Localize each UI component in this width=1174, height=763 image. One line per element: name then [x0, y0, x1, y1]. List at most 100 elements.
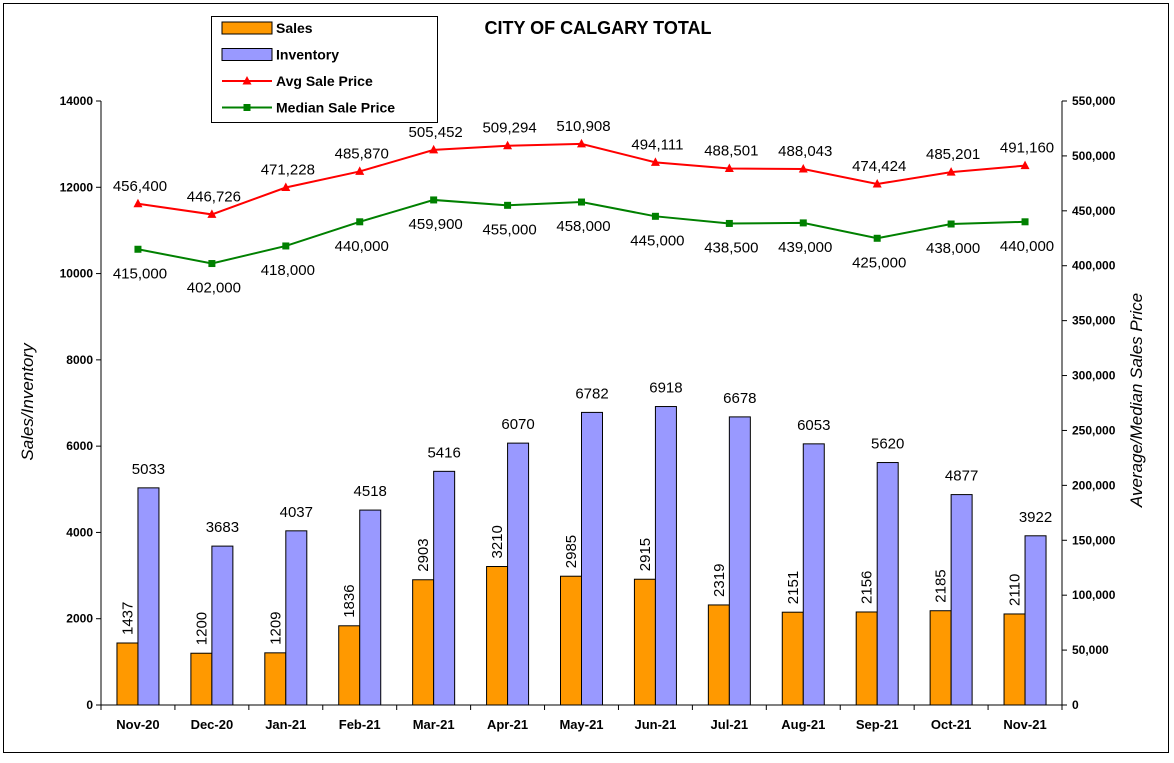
y2-tick-label: 0 [1072, 698, 1079, 712]
x-tick-label: Mar-21 [413, 717, 455, 732]
sales-data-label: 1200 [193, 612, 210, 645]
sales-bar [116, 642, 139, 706]
legend-label: Sales [276, 20, 313, 36]
median-price-marker [1021, 218, 1029, 226]
inventory-data-label: 6782 [575, 385, 608, 402]
legend: Sales Inventory Avg Sale Price Median Sale … [211, 16, 438, 123]
inventory-bar [137, 487, 160, 706]
median-price-marker [651, 212, 659, 220]
sales-data-label: 2903 [415, 538, 432, 571]
median-price-marker [725, 219, 733, 227]
median-price-marker [799, 219, 807, 227]
y-axis-label: Sales/Inventory [18, 342, 37, 461]
y-tick-label: 6000 [66, 439, 93, 453]
legend-label: Median Sale Price [276, 100, 395, 116]
median-price-label: 425,000 [852, 254, 906, 271]
sales-bar [412, 579, 435, 706]
x-tick-label: Oct-21 [931, 717, 971, 732]
inventory-bar [950, 494, 973, 706]
sales-data-label: 2156 [859, 571, 876, 604]
median-price-marker [134, 245, 142, 253]
median-price-label: 459,900 [409, 216, 463, 233]
data-labels-group: 1437 5033 1200 3683 1209 4037 1836 4518 2903 5416… [113, 118, 1054, 645]
inventory-bar [1024, 535, 1047, 706]
avg-price-marker [577, 138, 586, 148]
y-tick-label: 14000 [60, 94, 94, 108]
y2-tick-label: 200,000 [1072, 478, 1116, 492]
sales-bar [560, 575, 582, 706]
avg-price-label: 510,908 [556, 118, 610, 135]
inventory-bar [728, 416, 751, 706]
y-tick-label: 4000 [66, 525, 93, 539]
median-price-marker [578, 198, 585, 206]
sales-data-label: 3210 [489, 525, 506, 558]
inventory-bar [507, 442, 530, 706]
inventory-data-label: 6678 [723, 390, 756, 407]
sales-data-label: 2985 [563, 535, 580, 568]
y2-tick-label: 450,000 [1072, 204, 1116, 218]
median-price-label: 445,000 [630, 232, 684, 249]
legend-swatch [221, 21, 273, 35]
sales-bar [633, 578, 656, 706]
median-price-label: 418,000 [261, 262, 315, 279]
inventory-data-label: 3922 [1019, 509, 1052, 526]
inventory-bar [433, 470, 456, 706]
sales-data-label: 2151 [785, 571, 802, 604]
x-tick-label: Jun-21 [634, 717, 676, 732]
chart-title: CITY OF CALGARY TOTAL [484, 18, 711, 38]
axes-group: 0 2000 4000 6000 8000 10000 12000 14000 0 50,000 1… [60, 94, 1116, 732]
inventory-data-label: 6918 [649, 380, 682, 397]
median-price-label: 438,500 [704, 239, 758, 256]
avg-price-marker [429, 144, 439, 154]
avg-price-label: 494,111 [631, 136, 683, 153]
avg-price-marker [133, 198, 143, 208]
x-tick-label: Dec-20 [191, 717, 234, 732]
y2-tick-label: 350,000 [1072, 314, 1116, 328]
y2-tick-label: 300,000 [1072, 369, 1116, 383]
y-tick-label: 12000 [60, 180, 94, 194]
median-price-label: 440,000 [335, 238, 389, 255]
x-tick-label: Nov-20 [116, 717, 159, 732]
median-price-label: 402,000 [187, 280, 241, 297]
inventory-data-label: 4877 [945, 468, 978, 485]
avg-price-marker [503, 140, 513, 150]
median-price-label: 415,000 [113, 265, 167, 282]
median-price-marker [947, 220, 955, 228]
avg-price-label: 488,043 [778, 143, 832, 160]
avg-price-label: 446,726 [187, 188, 241, 205]
inventory-data-label: 5416 [427, 444, 460, 461]
y-tick-label: 2000 [66, 612, 93, 626]
avg-price-marker [872, 178, 882, 188]
median-price-label: 438,000 [926, 240, 980, 257]
x-tick-label: Feb-21 [339, 717, 381, 732]
median-price-marker [208, 260, 216, 268]
legend-label: Inventory [276, 47, 339, 63]
median-price-label: 440,000 [1000, 238, 1054, 255]
avg-price-label: 471,228 [261, 162, 315, 179]
avg-price-marker [1020, 160, 1030, 170]
y2-tick-label: 550,000 [1072, 94, 1116, 108]
y-tick-label: 10000 [60, 267, 94, 281]
avg-price-label: 509,294 [482, 120, 536, 137]
inventory-bar [359, 509, 382, 706]
inventory-data-label: 4037 [280, 504, 313, 521]
y2-axis-label: Average/Median Sales Price [1127, 293, 1146, 508]
avg-price-marker [207, 209, 217, 218]
avg-price-label: 488,501 [704, 143, 758, 160]
y2-tick-label: 500,000 [1072, 149, 1116, 163]
sales-data-label: 1209 [267, 611, 284, 644]
sales-data-label: 2915 [637, 538, 654, 571]
y-tick-label: 8000 [66, 353, 93, 367]
y2-tick-label: 100,000 [1072, 588, 1116, 602]
lines-group [133, 138, 1030, 268]
legend-marker [243, 104, 251, 111]
legend-marker [242, 76, 252, 85]
inventory-bar [581, 411, 603, 706]
median-price-marker [282, 242, 290, 250]
sales-data-label: 2319 [711, 564, 728, 597]
avg-price-label: 474,424 [852, 158, 906, 175]
median-price-marker [504, 201, 512, 209]
avg-price-marker [355, 166, 365, 175]
